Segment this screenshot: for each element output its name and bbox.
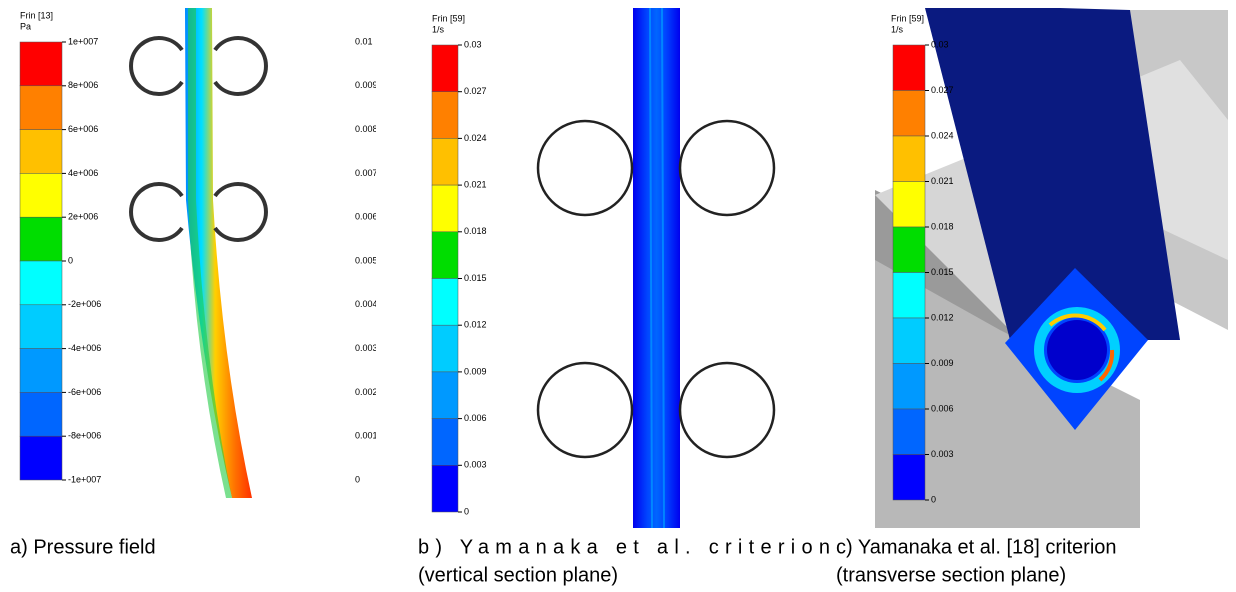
legend-swatch: [431, 44, 459, 92]
tick-label: 0.015: [931, 267, 954, 277]
legend-swatch: [19, 41, 63, 87]
legend-swatch: [892, 90, 926, 137]
legend-swatch: [431, 278, 459, 326]
tick-label: 0.024: [931, 130, 954, 140]
side-label: 0.009: [355, 80, 378, 90]
legend-swatch: [431, 418, 459, 466]
legend-swatch: [892, 44, 926, 91]
legend-swatch: [892, 272, 926, 319]
legend-unit: 1/s: [432, 24, 445, 34]
tick-label: 0.015: [464, 273, 487, 283]
vertical-section-image: [536, 7, 776, 529]
tick-label: 2e+006: [68, 212, 98, 222]
tick-label: 0.009: [931, 358, 954, 368]
tick-label: -6e+006: [68, 387, 101, 397]
tick-label: 4e+006: [68, 168, 98, 178]
legend-swatch: [19, 348, 63, 393]
legend-swatch: [431, 184, 459, 233]
legend-swatch: [892, 135, 926, 182]
tick-label: 0.024: [464, 133, 487, 143]
tick-label: -8e+006: [68, 431, 101, 441]
caption: c) Yamanaka et al. [18] criterion: [836, 536, 1117, 558]
tick-label: 0.03: [931, 39, 949, 49]
legend-swatch: [431, 231, 459, 279]
legend-swatch: [892, 408, 926, 455]
legend-swatch: [19, 129, 63, 174]
legend-swatch: [892, 454, 926, 501]
tick-label: 0.027: [464, 86, 487, 96]
side-label: 0.002: [355, 387, 378, 397]
legend-swatch: [431, 324, 459, 373]
side-label: 0.003: [355, 343, 378, 353]
side-label: 0.007: [355, 168, 378, 178]
legend-swatch: [431, 371, 459, 419]
legend-swatch: [19, 216, 63, 262]
side-label: 0: [355, 474, 360, 484]
legend-swatch: [892, 181, 926, 228]
tick-label: 0.006: [931, 403, 954, 413]
tick-label: 0.021: [464, 179, 487, 189]
legend-swatch: [19, 173, 63, 218]
side-scale: 0.01 0.009 0.008 0.007 0.006 0.005 0.004 0.003 0…: [355, 36, 378, 484]
caption: (transverse section plane): [836, 564, 1066, 586]
tick-label: 0.009: [464, 366, 487, 376]
tick-label: 0.003: [464, 460, 487, 470]
legend-swatch: [431, 91, 459, 139]
tick-label: 0.012: [464, 320, 487, 330]
tick-label: 0.006: [464, 413, 487, 423]
legend-swatch: [19, 260, 63, 306]
tick-label: 0.03: [464, 39, 482, 49]
tick-label: 0: [464, 506, 469, 516]
legend-swatch: [19, 435, 63, 481]
tick-label: -4e+006: [68, 343, 101, 353]
tick-label: 0.003: [931, 449, 954, 459]
legend-title: Frin [59]: [432, 13, 465, 23]
tick-label: 6e+006: [68, 124, 98, 134]
caption: a) Pressure field: [10, 536, 156, 558]
caption: b) Yamanaka et al. criterion: [418, 536, 830, 558]
legend-swatch: [19, 85, 63, 130]
legend-title: Frin [13]: [20, 10, 53, 20]
tick-label: 0.012: [931, 312, 954, 322]
legend-swatch: [892, 317, 926, 364]
tick-label: 0.018: [931, 221, 954, 231]
legend-unit: Pa: [20, 21, 31, 31]
tick-label: 8e+006: [68, 80, 98, 90]
side-label: 0.006: [355, 212, 378, 222]
side-label: 0.004: [355, 299, 378, 309]
tick-label: -2e+006: [68, 299, 101, 309]
tick-label: -1e+007: [68, 474, 101, 484]
tick-label: 0: [68, 255, 73, 265]
legend-title: Frin [59]: [891, 13, 924, 23]
legend-swatch: [892, 226, 926, 273]
legend-swatch: [19, 392, 63, 437]
legend-swatch: [892, 363, 926, 410]
tick-label: 1e+007: [68, 36, 98, 46]
legend-swatch: [431, 138, 459, 186]
side-label: 0.008: [355, 124, 378, 134]
side-label: 0.001: [355, 431, 378, 441]
legend-unit: 1/s: [891, 24, 904, 34]
caption: (vertical section plane): [418, 564, 618, 586]
legend-swatch: [19, 304, 63, 349]
tick-label: 0.018: [464, 226, 487, 236]
legend-swatch: [431, 465, 459, 513]
tick-label: 0.027: [931, 85, 954, 95]
side-label: 0.005: [355, 255, 378, 265]
tick-label: 0.021: [931, 176, 954, 186]
transverse-section-image: [875, 8, 1228, 528]
tick-label: 0: [931, 494, 936, 504]
side-label: 0.01: [355, 36, 373, 46]
pressure-image: [129, 8, 268, 498]
